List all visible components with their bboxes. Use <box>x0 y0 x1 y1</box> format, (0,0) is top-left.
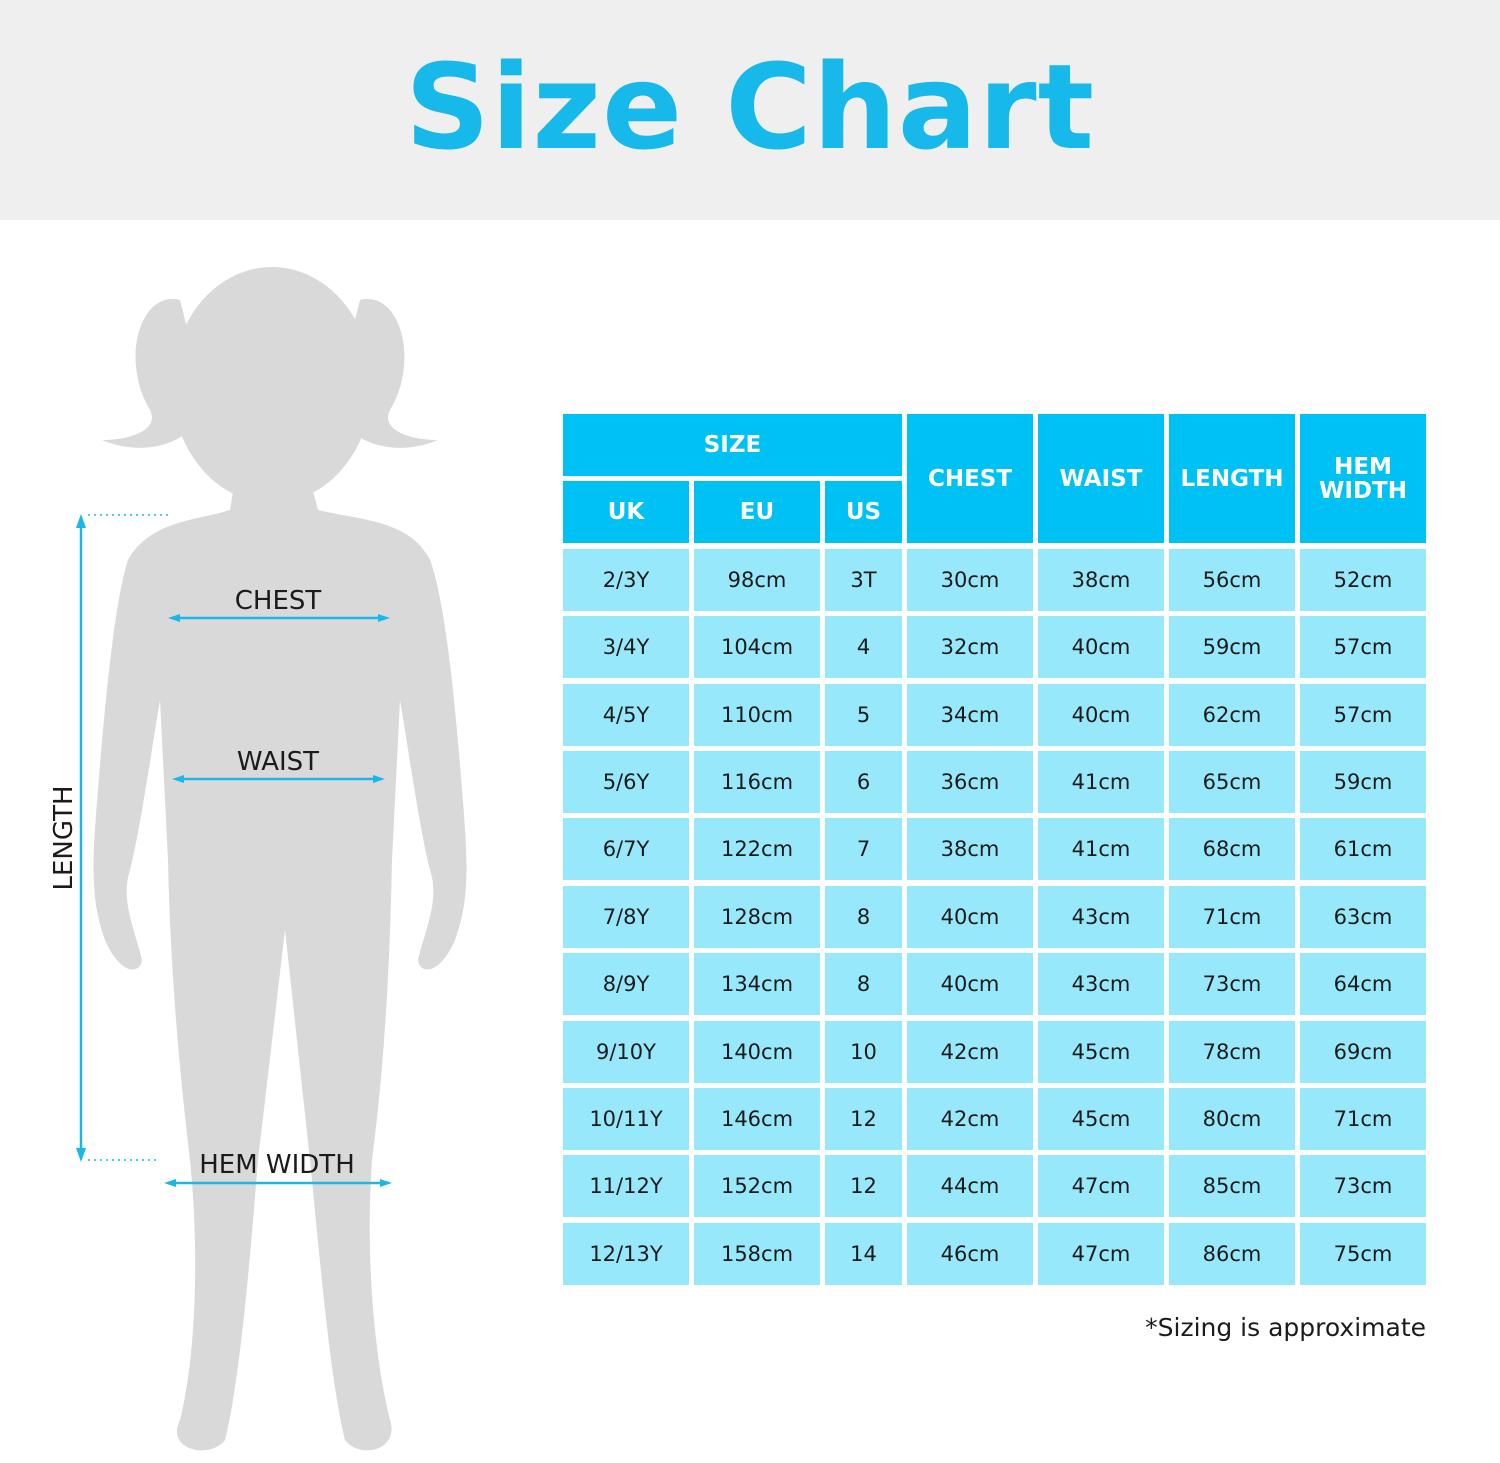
cell-chest: 34cm <box>907 683 1033 746</box>
cell-uk: 11/12Y <box>563 1155 689 1218</box>
cell-length: 78cm <box>1169 1020 1295 1083</box>
cell-waist: 43cm <box>1038 953 1164 1016</box>
cell-us: 12 <box>825 1087 902 1150</box>
cell-uk: 4/5Y <box>563 683 689 746</box>
cell-hem-width: 75cm <box>1300 1222 1426 1285</box>
cell-eu: 98cm <box>694 548 820 611</box>
child-silhouette-figure: CHEST WAIST HEM WIDTH LENGTH <box>49 267 467 1451</box>
cell-length: 73cm <box>1169 953 1295 1016</box>
cell-chest: 40cm <box>907 953 1033 1016</box>
cell-us: 5 <box>825 683 902 746</box>
cell-eu: 146cm <box>694 1087 820 1150</box>
cell-us: 10 <box>825 1020 902 1083</box>
size-group-header: SIZE <box>563 414 902 476</box>
cell-chest: 38cm <box>907 818 1033 881</box>
cell-eu: 122cm <box>694 818 820 881</box>
cell-length: 71cm <box>1169 885 1295 948</box>
cell-eu: 152cm <box>694 1155 820 1218</box>
chest-label: CHEST <box>235 586 322 616</box>
cell-chest: 36cm <box>907 750 1033 813</box>
size-table: SIZE UK EU US CHEST WAIST LENGTH HEM WID… <box>563 414 1426 1285</box>
cell-uk: 6/7Y <box>563 818 689 881</box>
cell-us: 7 <box>825 818 902 881</box>
header-chest: CHEST <box>907 414 1033 544</box>
cell-length: 68cm <box>1169 818 1295 881</box>
cell-hem-width: 71cm <box>1300 1087 1426 1150</box>
cell-hem-width: 73cm <box>1300 1155 1426 1218</box>
hem-width-label: HEM WIDTH <box>199 1150 355 1180</box>
cell-chest: 44cm <box>907 1155 1033 1218</box>
cell-hem-width: 52cm <box>1300 548 1426 611</box>
cell-eu: 128cm <box>694 885 820 948</box>
header-waist: WAIST <box>1038 414 1164 544</box>
cell-waist: 40cm <box>1038 616 1164 679</box>
cell-waist: 47cm <box>1038 1222 1164 1285</box>
cell-us: 14 <box>825 1222 902 1285</box>
cell-uk: 7/8Y <box>563 885 689 948</box>
cell-chest: 46cm <box>907 1222 1033 1285</box>
cell-length: 59cm <box>1169 616 1295 679</box>
cell-eu: 158cm <box>694 1222 820 1285</box>
page-title: Size Chart <box>404 38 1096 176</box>
cell-eu: 110cm <box>694 683 820 746</box>
header-us: US <box>825 481 902 544</box>
cell-hem-width: 57cm <box>1300 683 1426 746</box>
cell-waist: 45cm <box>1038 1087 1164 1150</box>
cell-hem-width: 57cm <box>1300 616 1426 679</box>
cell-chest: 42cm <box>907 1087 1033 1150</box>
cell-hem-width: 59cm <box>1300 750 1426 813</box>
cell-uk: 9/10Y <box>563 1020 689 1083</box>
cell-chest: 30cm <box>907 548 1033 611</box>
length-label: LENGTH <box>49 785 79 890</box>
cell-eu: 116cm <box>694 750 820 813</box>
cell-uk: 2/3Y <box>563 548 689 611</box>
cell-hem-width: 69cm <box>1300 1020 1426 1083</box>
cell-uk: 5/6Y <box>563 750 689 813</box>
cell-hem-width: 64cm <box>1300 953 1426 1016</box>
cell-uk: 3/4Y <box>563 616 689 679</box>
cell-chest: 32cm <box>907 616 1033 679</box>
cell-waist: 43cm <box>1038 885 1164 948</box>
cell-waist: 40cm <box>1038 683 1164 746</box>
cell-us: 8 <box>825 885 902 948</box>
cell-uk: 8/9Y <box>563 953 689 1016</box>
cell-us: 8 <box>825 953 902 1016</box>
cell-uk: 10/11Y <box>563 1087 689 1150</box>
cell-length: 86cm <box>1169 1222 1295 1285</box>
title-banner: Size Chart <box>0 0 1500 220</box>
cell-waist: 41cm <box>1038 750 1164 813</box>
cell-length: 65cm <box>1169 750 1295 813</box>
cell-us: 12 <box>825 1155 902 1218</box>
measure-lines <box>76 514 392 1187</box>
waist-label: WAIST <box>237 747 319 777</box>
silhouette <box>93 267 467 1451</box>
cell-uk: 12/13Y <box>563 1222 689 1285</box>
cell-waist: 47cm <box>1038 1155 1164 1218</box>
cell-hem-width: 61cm <box>1300 818 1426 881</box>
header-uk: UK <box>563 481 689 544</box>
cell-eu: 104cm <box>694 616 820 679</box>
cell-chest: 40cm <box>907 885 1033 948</box>
sizing-note: *Sizing is approximate <box>1145 1313 1426 1342</box>
cell-us: 6 <box>825 750 902 813</box>
cell-us: 4 <box>825 616 902 679</box>
cell-eu: 134cm <box>694 953 820 1016</box>
cell-chest: 42cm <box>907 1020 1033 1083</box>
header-eu: EU <box>694 481 820 544</box>
cell-length: 62cm <box>1169 683 1295 746</box>
cell-waist: 45cm <box>1038 1020 1164 1083</box>
cell-us: 3T <box>825 548 902 611</box>
cell-length: 56cm <box>1169 548 1295 611</box>
cell-waist: 41cm <box>1038 818 1164 881</box>
header-length: LENGTH <box>1169 414 1295 544</box>
cell-length: 85cm <box>1169 1155 1295 1218</box>
cell-waist: 38cm <box>1038 548 1164 611</box>
cell-length: 80cm <box>1169 1087 1295 1150</box>
cell-hem-width: 63cm <box>1300 885 1426 948</box>
header-hem-width: HEM WIDTH <box>1300 414 1426 544</box>
cell-eu: 140cm <box>694 1020 820 1083</box>
